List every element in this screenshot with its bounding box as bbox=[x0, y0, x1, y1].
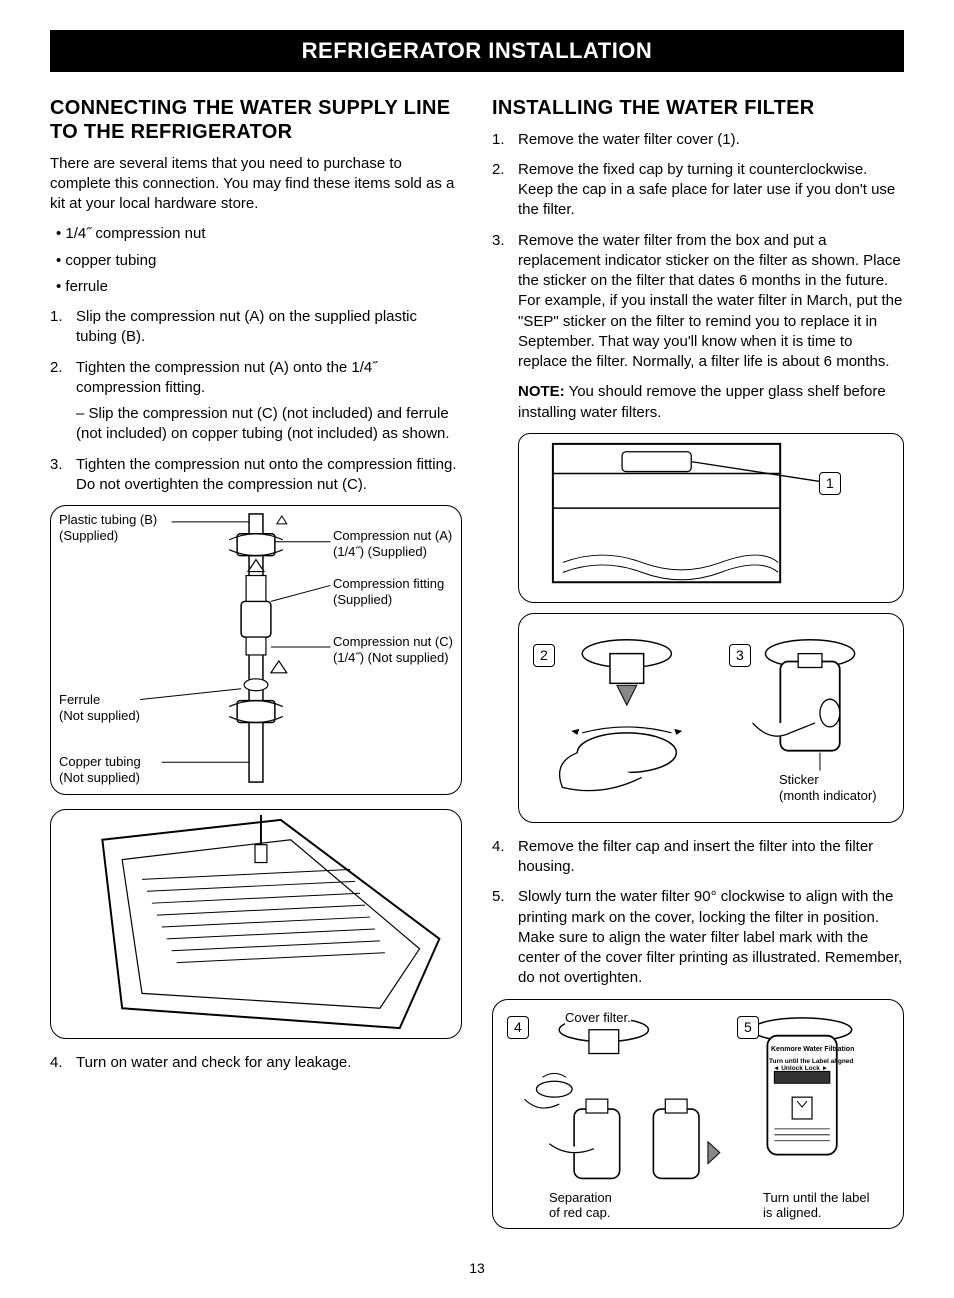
label-turn: Turn until the label is aligned. bbox=[763, 1190, 869, 1221]
list-item: copper tubing bbox=[56, 251, 462, 271]
label-text: (1/4˝) (Supplied) bbox=[333, 544, 427, 559]
step-item: Remove the water filter cover (1). bbox=[492, 130, 904, 150]
left-intro: There are several items that you need to… bbox=[50, 154, 462, 215]
label-filter-brand: Kenmore Water Filtration bbox=[771, 1046, 854, 1054]
label-fitting: Compression fitting (Supplied) bbox=[333, 576, 444, 607]
right-column: INSTALLING THE WATER FILTER Remove the w… bbox=[492, 96, 904, 1243]
figure-steps-2-3: 2 3 Sticker (month indicator) bbox=[518, 613, 904, 823]
substep-item: Slip the compression nut (C) (not includ… bbox=[76, 404, 462, 445]
back-panel-svg bbox=[51, 810, 461, 1038]
left-steps-contd: Turn on water and check for any leakage. bbox=[50, 1053, 462, 1073]
label-text: Copper tubing bbox=[59, 754, 141, 769]
step-text: Turn on water and check for any leakage. bbox=[76, 1054, 351, 1071]
step-item: Remove the water filter from the box and… bbox=[492, 231, 904, 373]
callout-5: 5 bbox=[737, 1016, 759, 1039]
label-text: Sticker bbox=[779, 772, 819, 787]
step-item: Turn on water and check for any leakage. bbox=[50, 1053, 462, 1073]
list-item: 1/4˝ compression nut bbox=[56, 224, 462, 244]
right-heading: INSTALLING THE WATER FILTER bbox=[492, 96, 904, 120]
label-text: Separation bbox=[549, 1190, 612, 1205]
label-text: (Not supplied) bbox=[59, 708, 140, 723]
label-text: (month indicator) bbox=[779, 788, 877, 803]
content-columns: CONNECTING THE WATER SUPPLY LINE TO THE … bbox=[50, 96, 904, 1243]
list-item: ferrule bbox=[56, 277, 462, 297]
step-item: Slowly turn the water filter 90° clockwi… bbox=[492, 887, 904, 988]
label-unlock-lock: ◄ Unlock Lock ► bbox=[773, 1065, 828, 1073]
figure-steps-4-5: 4 5 Cover filter. Separation of red cap.… bbox=[492, 999, 904, 1229]
label-sticker: Sticker (month indicator) bbox=[779, 772, 877, 803]
filter-cover-svg bbox=[519, 434, 903, 602]
callout-3: 3 bbox=[729, 644, 751, 667]
note-label: NOTE: bbox=[518, 383, 565, 400]
label-cover-filter: Cover filter. bbox=[565, 1010, 631, 1026]
right-steps-a: Remove the water filter cover (1). Remov… bbox=[492, 130, 904, 373]
step-text: Remove the water filter cover (1). bbox=[518, 131, 740, 148]
label-nut-a: Compression nut (A) (1/4˝) (Supplied) bbox=[333, 528, 452, 559]
page-banner: REFRIGERATOR INSTALLATION bbox=[50, 30, 904, 72]
label-text: Compression nut (A) bbox=[333, 528, 452, 543]
label-text: Ferrule bbox=[59, 692, 100, 707]
step-item: Tighten the compression nut onto the com… bbox=[50, 455, 462, 496]
step-item: Tighten the compression nut (A) onto the… bbox=[50, 358, 462, 445]
label-nut-c: Compression nut (C) (1/4˝) (Not supplied… bbox=[333, 634, 453, 665]
step-text: Tighten the compression nut (A) onto the… bbox=[76, 359, 377, 396]
callout-1: 1 bbox=[819, 472, 841, 495]
figure-filter-cover: 1 bbox=[518, 433, 904, 603]
step-text: Tighten the compression nut onto the com… bbox=[76, 456, 457, 493]
step-item: Remove the filter cap and insert the fil… bbox=[492, 837, 904, 878]
step-item: Remove the fixed cap by turning it count… bbox=[492, 160, 904, 221]
label-text: (Supplied) bbox=[59, 528, 118, 543]
label-text: Compression fitting bbox=[333, 576, 444, 591]
note-paragraph: NOTE: You should remove the upper glass … bbox=[518, 382, 904, 423]
label-text: of red cap. bbox=[549, 1205, 610, 1220]
figure-compression-nut: Plastic tubing (B) (Supplied) Compressio… bbox=[50, 505, 462, 795]
label-text: Plastic tubing (B) bbox=[59, 512, 157, 527]
page-number: 13 bbox=[50, 1259, 904, 1278]
left-column: CONNECTING THE WATER SUPPLY LINE TO THE … bbox=[50, 96, 462, 1243]
step-text: Slowly turn the water filter 90° clockwi… bbox=[518, 888, 902, 986]
label-separation: Separation of red cap. bbox=[549, 1190, 612, 1221]
step-text: Remove the filter cap and insert the fil… bbox=[518, 838, 873, 875]
required-items-list: 1/4˝ compression nut copper tubing ferru… bbox=[56, 224, 462, 297]
label-text: Turn until the label bbox=[763, 1190, 869, 1205]
label-text: Compression nut (C) bbox=[333, 634, 453, 649]
left-steps: Slip the compression nut (A) on the supp… bbox=[50, 307, 462, 495]
label-copper: Copper tubing (Not supplied) bbox=[59, 754, 141, 785]
left-heading: CONNECTING THE WATER SUPPLY LINE TO THE … bbox=[50, 96, 462, 144]
callout-4: 4 bbox=[507, 1016, 529, 1039]
label-ferrule: Ferrule (Not supplied) bbox=[59, 692, 140, 723]
label-text: (Supplied) bbox=[333, 592, 392, 607]
label-plastic-tubing: Plastic tubing (B) (Supplied) bbox=[59, 512, 157, 543]
callout-2: 2 bbox=[533, 644, 555, 667]
label-text: (Not supplied) bbox=[59, 770, 140, 785]
step-item: Slip the compression nut (A) on the supp… bbox=[50, 307, 462, 348]
step-text: Remove the water filter from the box and… bbox=[518, 232, 902, 371]
label-text: (1/4˝) (Not supplied) bbox=[333, 650, 449, 665]
step-text: Remove the fixed cap by turning it count… bbox=[518, 161, 895, 219]
note-text: You should remove the upper glass shelf … bbox=[518, 383, 886, 420]
figure-back-panel bbox=[50, 809, 462, 1039]
step-text: Slip the compression nut (A) on the supp… bbox=[76, 308, 417, 345]
right-steps-b: Remove the filter cap and insert the fil… bbox=[492, 837, 904, 989]
label-text: is aligned. bbox=[763, 1205, 822, 1220]
